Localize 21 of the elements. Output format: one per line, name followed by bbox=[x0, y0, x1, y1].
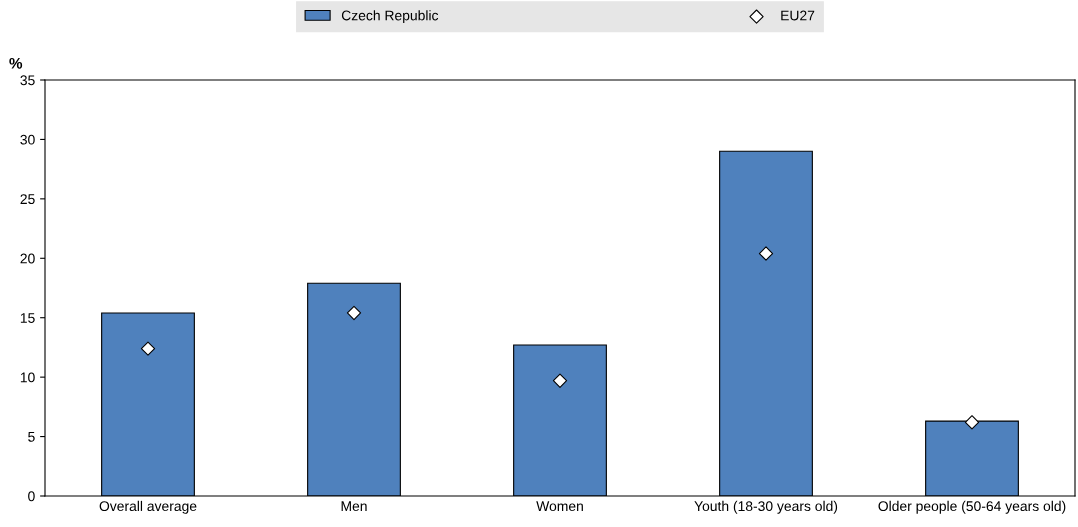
y-tick-label: 25 bbox=[20, 194, 35, 205]
legend-label: Czech Republic bbox=[341, 10, 439, 24]
y-tick-label: 20 bbox=[20, 253, 35, 264]
y-tick-label: 0 bbox=[28, 491, 35, 502]
point bbox=[346, 305, 362, 321]
y-tick-label: 30 bbox=[20, 134, 35, 145]
y-tick-label: 10 bbox=[20, 372, 35, 383]
y-tick-label: 5 bbox=[28, 432, 35, 442]
x-tick-label: Overall average bbox=[99, 500, 197, 514]
x-tick-label: Youth (18-30 years old) bbox=[694, 500, 838, 514]
y-tick-label: 35 bbox=[20, 75, 35, 86]
y-tick-label: 15 bbox=[20, 313, 35, 323]
x-tick-label: Men bbox=[341, 501, 367, 512]
x-tick-label: Older people (50-64 years old) bbox=[878, 500, 1066, 514]
point bbox=[140, 341, 156, 356]
x-tick-label: Women bbox=[536, 501, 583, 512]
point bbox=[758, 246, 774, 261]
point bbox=[964, 415, 980, 430]
point bbox=[552, 373, 568, 388]
y-axis-title: % bbox=[9, 57, 23, 69]
legend-label: EU27 bbox=[781, 10, 815, 21]
